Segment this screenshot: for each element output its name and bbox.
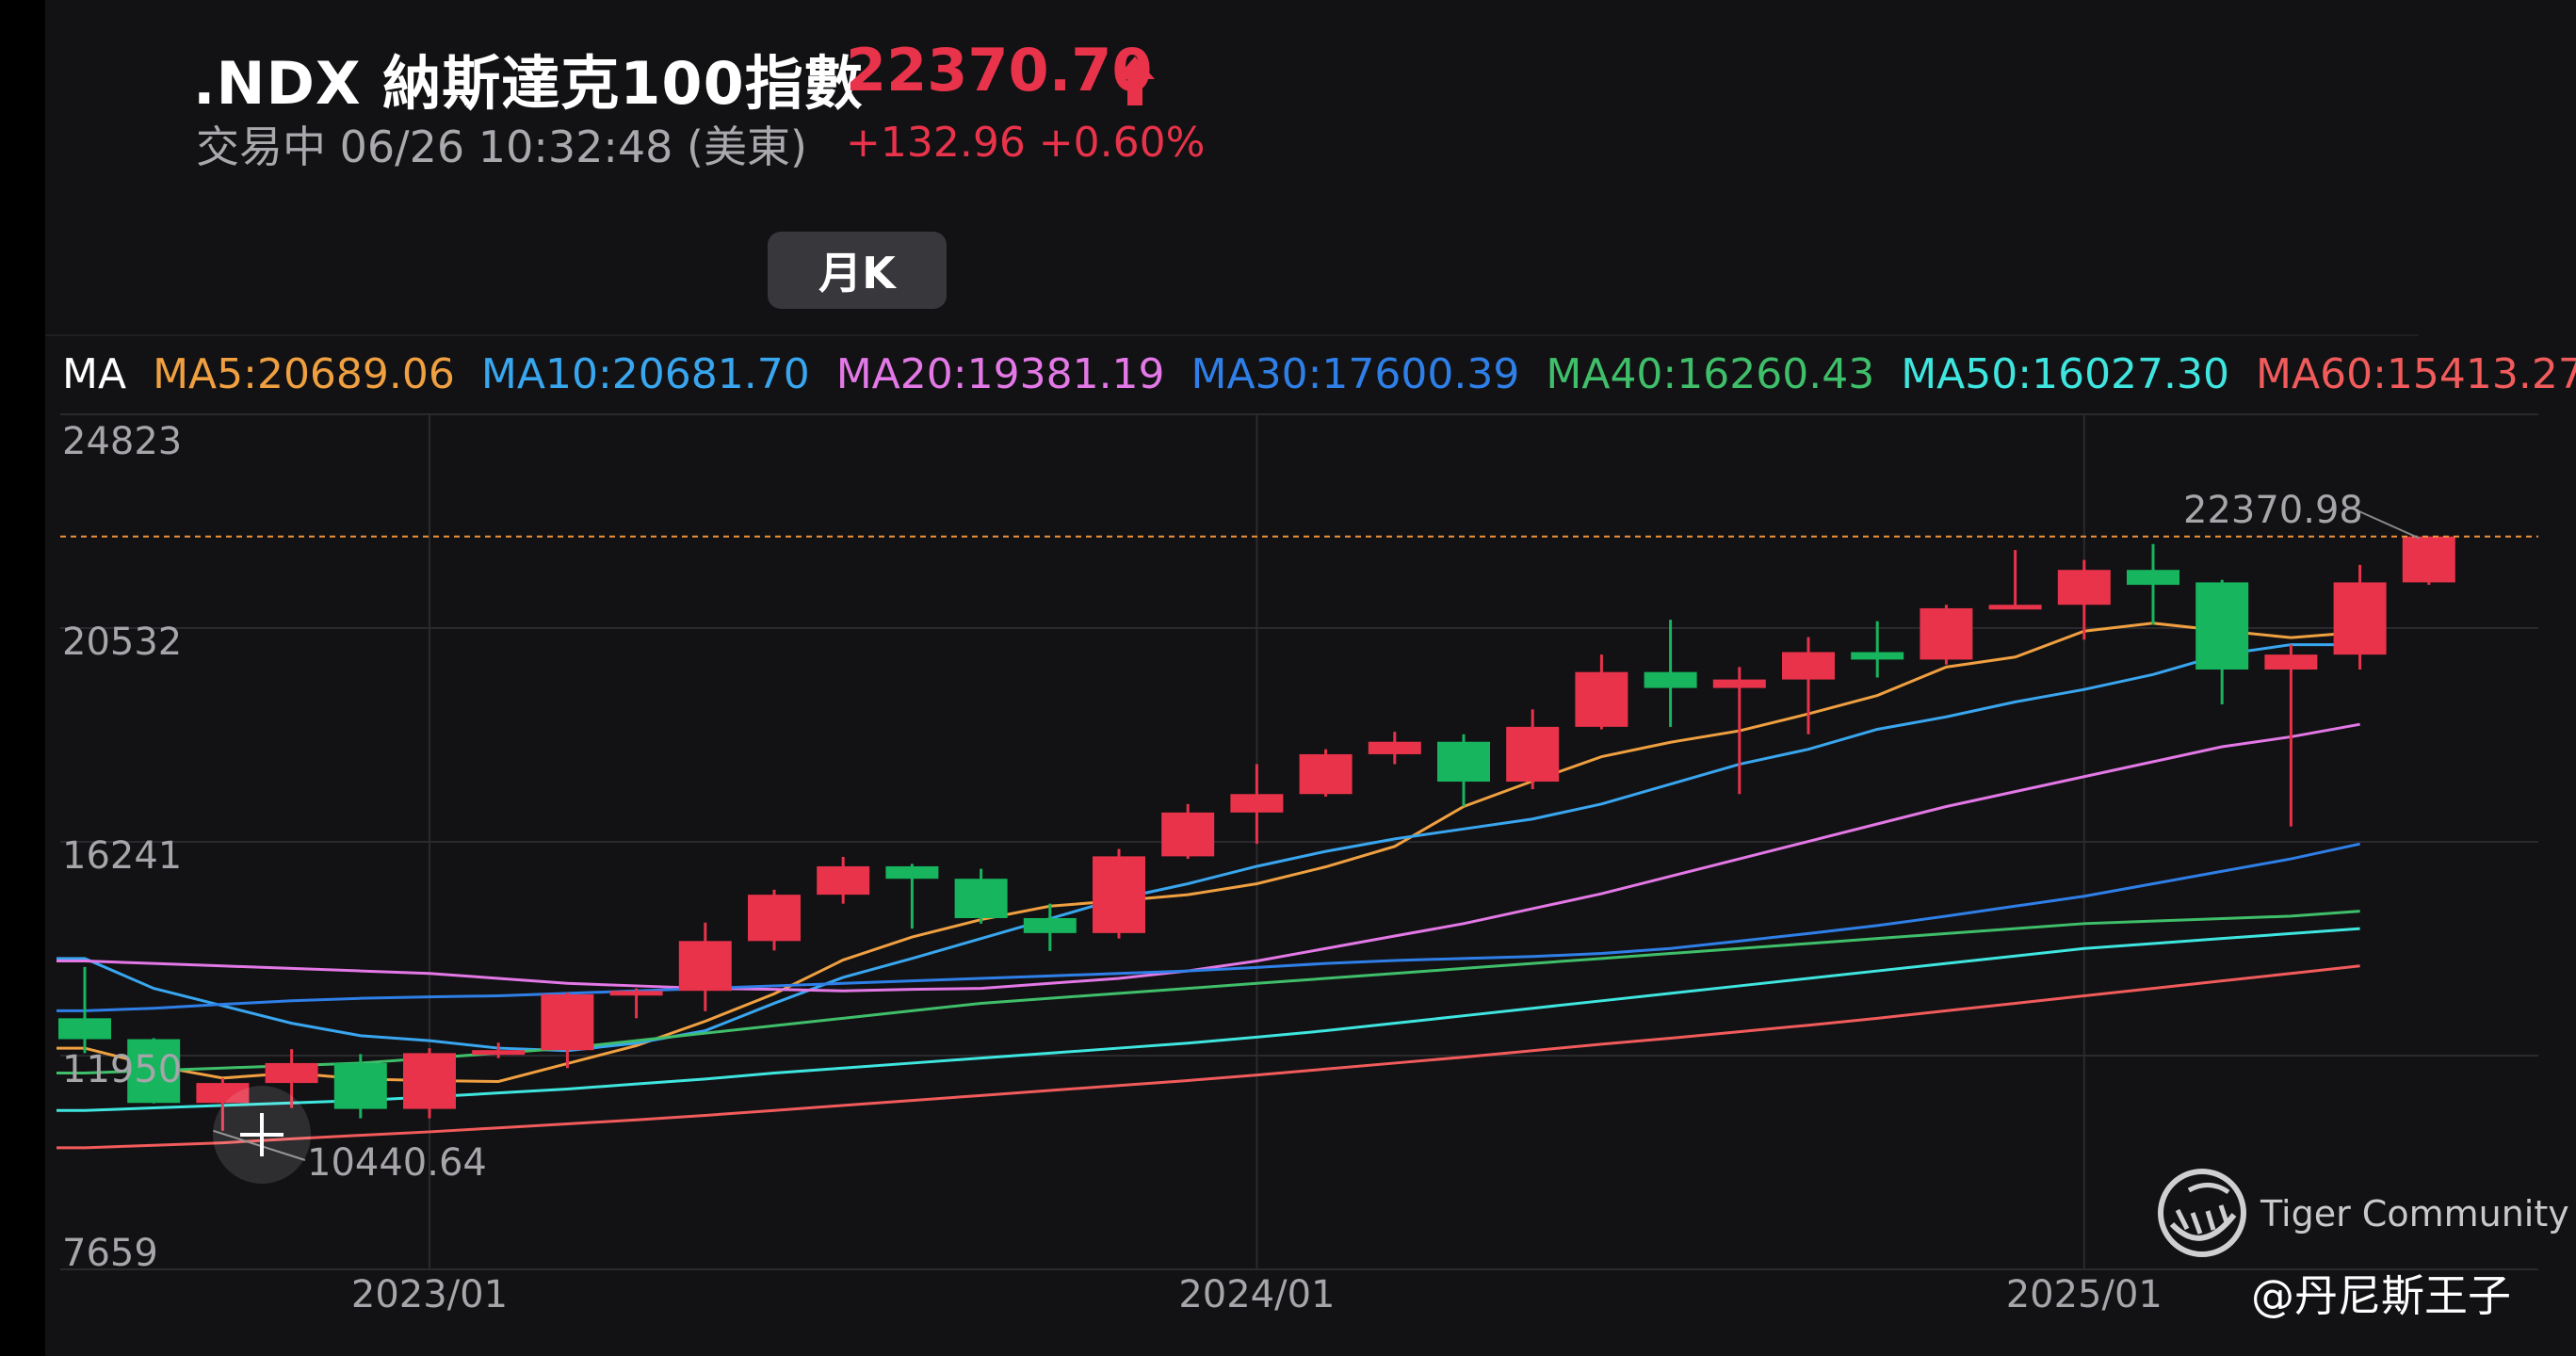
watermark-brand: Tiger Community: [2260, 1193, 2569, 1235]
candle-body: [1575, 671, 1628, 727]
candle-body: [609, 991, 663, 996]
candle-body: [1851, 652, 1904, 660]
candle-body: [1782, 652, 1835, 680]
candle-body: [1161, 812, 1215, 857]
candle-body: [1644, 671, 1697, 688]
x-tick-label: 2024/01: [1178, 1273, 1335, 1316]
left-edge: [0, 0, 45, 1356]
candle-body: [1437, 741, 1490, 783]
candle-body: [1988, 605, 2042, 610]
period-tab-monthly[interactable]: 月K: [768, 232, 947, 309]
candle-body: [541, 993, 594, 1051]
max-label-leader: [2352, 508, 2421, 540]
candle-body: [333, 1062, 387, 1109]
candle-body: [1093, 856, 1145, 933]
candle-body: [678, 941, 732, 992]
header-divider: [45, 334, 2419, 336]
candle-body: [1920, 607, 1973, 660]
candle-body: [1712, 679, 1766, 688]
candle-body: [954, 879, 1008, 918]
candle-body: [58, 1018, 111, 1040]
x-tick-label: 2023/01: [351, 1273, 508, 1316]
ma-line-ma10: [57, 643, 2360, 1053]
last-price: 22370.70: [846, 36, 1153, 105]
candle-body: [2402, 536, 2455, 583]
candle-body: [885, 865, 939, 880]
candle-body: [1506, 726, 1560, 783]
ma-legend-ma10: MA10:20681.70: [480, 350, 810, 398]
y-tick-label: 24823: [62, 420, 182, 463]
ma-line-ma40: [57, 910, 2360, 1075]
candle-body: [1299, 753, 1353, 795]
candle-body: [472, 1050, 526, 1056]
quote-header: [45, 0, 2576, 334]
index-title: .NDX 納斯達克100指數: [193, 49, 864, 118]
ma-legend-ma30: MA30:17600.39: [1191, 350, 1520, 398]
candle-body: [2264, 654, 2318, 670]
y-tick-label: 11950: [62, 1048, 182, 1091]
ma-line-ma50: [57, 927, 2360, 1112]
candle-body: [1023, 917, 1077, 933]
price-change: +132.96 +0.60%: [846, 119, 1206, 167]
ma-line-ma20: [57, 722, 2360, 993]
candle-body: [2057, 570, 2111, 605]
x-tick-label: 2025/01: [2006, 1273, 2163, 1316]
y-tick-label: 16241: [62, 834, 182, 878]
ma-legend-label: MA: [62, 350, 127, 398]
candle-body: [817, 865, 870, 896]
ma-line-ma60: [57, 964, 2360, 1150]
ma-legend-ma60: MA60:15413.27: [2256, 350, 2576, 398]
candle-body: [196, 1083, 250, 1104]
ma-line-ma30: [57, 842, 2360, 1012]
trading-status: 交易中 06/26 10:32:48 (美東): [196, 121, 807, 172]
candle-body: [748, 895, 801, 942]
ma-legend-ma20: MA20:19381.19: [835, 350, 1165, 398]
max-label: 22370.98: [2183, 489, 2363, 532]
min-label-leader: [213, 1129, 306, 1161]
candle-body: [2333, 582, 2387, 655]
candle-body: [2127, 570, 2179, 586]
ma-legend-ma5: MA5:20689.06: [153, 350, 455, 398]
watermark-author: @丹尼斯王子: [2251, 1270, 2511, 1321]
candle-body: [127, 1039, 181, 1104]
candle-body: [403, 1053, 456, 1109]
candle-body: [1368, 741, 1421, 754]
min-label: 10440.64: [307, 1141, 487, 1185]
ma-legend: MA MA5:20689.06 MA10:20681.70 MA20:19381…: [62, 350, 2576, 398]
candle-body: [265, 1062, 318, 1084]
y-tick-label: 20532: [62, 621, 182, 664]
candle-body: [1230, 794, 1284, 813]
y-tick-label: 7659: [62, 1232, 158, 1275]
candle-body: [2195, 582, 2249, 670]
ma-legend-ma40: MA40:16260.43: [1546, 350, 1875, 398]
up-arrow-icon: [1115, 56, 1155, 105]
ma-legend-ma50: MA50:16027.30: [1901, 350, 2230, 398]
tiger-logo-icon: [2158, 1169, 2246, 1257]
